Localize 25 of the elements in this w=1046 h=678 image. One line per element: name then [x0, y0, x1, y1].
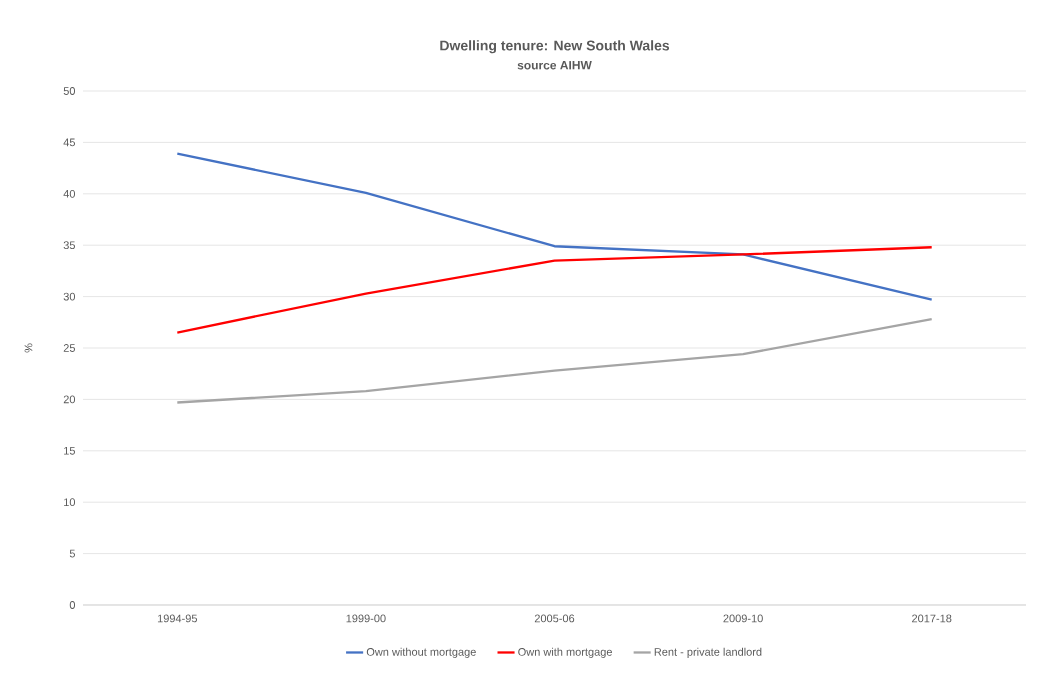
- y-tick-label: 35: [63, 241, 75, 250]
- y-tick-label: 25: [63, 344, 75, 352]
- legend-label: Own without mortgage: [366, 647, 476, 658]
- y-tick-label: 30: [63, 292, 76, 301]
- x-tick-label: 1994-95: [157, 614, 198, 623]
- x-tick-label: 1999-00: [346, 614, 386, 623]
- y-tick-label: 20: [63, 395, 76, 404]
- y-tick-label: 5: [69, 549, 75, 558]
- y-tick-label: 45: [63, 138, 75, 147]
- chart-subtitle: source AIHW: [517, 61, 592, 70]
- y-tick-label: 40: [63, 189, 76, 198]
- legend-label: Rent - private landlord: [654, 647, 762, 658]
- y-axis-title: %: [24, 343, 33, 353]
- y-tick-label: 50: [63, 87, 76, 95]
- x-tick-label: 2009-10: [723, 614, 763, 623]
- y-tick-label: 15: [64, 446, 75, 455]
- line-series: [176, 246, 933, 334]
- line-series: [176, 152, 933, 301]
- x-tick-label: 2005-06: [534, 614, 575, 623]
- legend-label: Own with mortgage: [518, 647, 612, 658]
- y-tick-label: 0: [69, 601, 76, 609]
- x-tick-label: 2017-18: [912, 614, 952, 623]
- y-tick-label: 10: [64, 498, 76, 507]
- line-series: [176, 318, 933, 404]
- chart-title: Dwelling tenure: New South Wales: [440, 40, 670, 54]
